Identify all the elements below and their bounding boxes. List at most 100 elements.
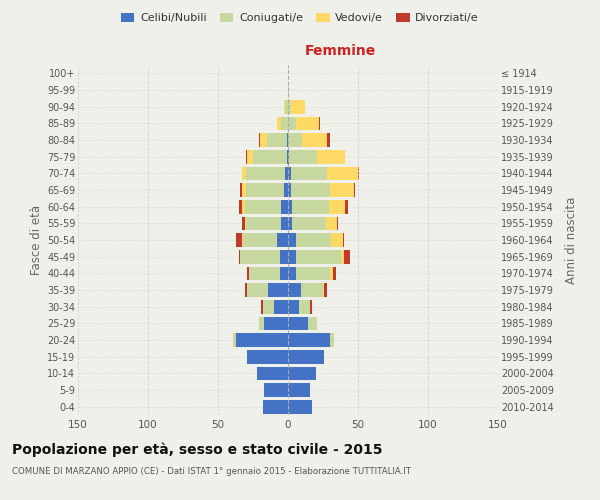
Y-axis label: Fasce di età: Fasce di età [29,205,43,275]
Bar [327,166,358,180]
Bar [246,183,284,197]
Bar [326,216,337,230]
Bar [246,216,281,230]
Bar [281,200,288,213]
Bar [264,316,288,330]
Bar [288,166,291,180]
Bar [329,200,346,213]
Text: COMUNE DI MARZANO APPIO (CE) - Dati ISTAT 1° gennaio 2015 - Elaborazione TUTTITA: COMUNE DI MARZANO APPIO (CE) - Dati ISTA… [12,468,411,476]
Bar [291,100,305,114]
Bar [288,183,291,197]
Bar [242,216,245,230]
Bar [358,166,359,180]
Bar [287,133,288,147]
Bar [233,333,236,347]
Bar [247,150,253,164]
Bar [247,266,249,280]
Bar [317,150,346,164]
Bar [319,116,320,130]
Bar [249,266,280,280]
Bar [287,150,288,164]
Bar [288,150,289,164]
Bar [241,250,280,264]
Bar [292,216,326,230]
Bar [263,400,288,413]
Bar [262,300,263,314]
Bar [288,250,296,264]
Bar [245,283,247,297]
Bar [259,133,260,147]
Bar [247,350,288,364]
Bar [341,250,344,264]
Bar [337,216,338,230]
Bar [259,316,264,330]
Bar [242,200,245,213]
Bar [302,133,327,147]
Bar [325,283,327,297]
Bar [289,150,317,164]
Bar [292,200,329,213]
Bar [280,250,288,264]
Bar [246,166,285,180]
Text: Femmine: Femmine [305,44,376,58]
Bar [281,216,288,230]
Bar [236,333,288,347]
Bar [268,283,288,297]
Bar [257,366,288,380]
Bar [288,366,316,380]
Bar [264,383,288,397]
Bar [343,233,344,247]
Bar [285,100,288,114]
Bar [241,183,242,197]
Bar [296,250,341,264]
Bar [281,116,288,130]
Bar [288,200,292,213]
Bar [288,350,325,364]
Y-axis label: Anni di nascita: Anni di nascita [565,196,578,284]
Bar [308,316,317,330]
Bar [242,183,246,197]
Bar [299,300,310,314]
Bar [245,216,246,230]
Bar [285,166,288,180]
Bar [288,266,296,280]
Bar [242,166,246,180]
Bar [288,116,296,130]
Bar [291,183,330,197]
Bar [288,283,301,297]
Bar [330,183,354,197]
Bar [277,116,281,130]
Bar [296,266,330,280]
Bar [247,283,268,297]
Bar [288,216,292,230]
Bar [263,300,274,314]
Bar [333,266,335,280]
Bar [260,133,267,147]
Bar [296,233,331,247]
Bar [239,250,241,264]
Bar [274,300,288,314]
Bar [243,233,277,247]
Legend: Celibi/Nubili, Coniugati/e, Vedovi/e, Divorziati/e: Celibi/Nubili, Coniugati/e, Vedovi/e, Di… [117,8,483,28]
Bar [288,133,302,147]
Bar [288,83,289,97]
Bar [288,400,312,413]
Bar [253,150,287,164]
Text: Popolazione per età, sesso e stato civile - 2015: Popolazione per età, sesso e stato civil… [12,442,383,457]
Bar [330,333,334,347]
Bar [245,200,281,213]
Bar [246,150,247,164]
Bar [284,100,285,114]
Bar [242,233,243,247]
Bar [288,333,330,347]
Bar [236,233,242,247]
Bar [296,116,319,130]
Bar [331,233,343,247]
Bar [277,233,288,247]
Bar [291,166,327,180]
Bar [301,283,323,297]
Bar [327,133,330,147]
Bar [288,383,310,397]
Bar [330,266,333,280]
Bar [288,300,299,314]
